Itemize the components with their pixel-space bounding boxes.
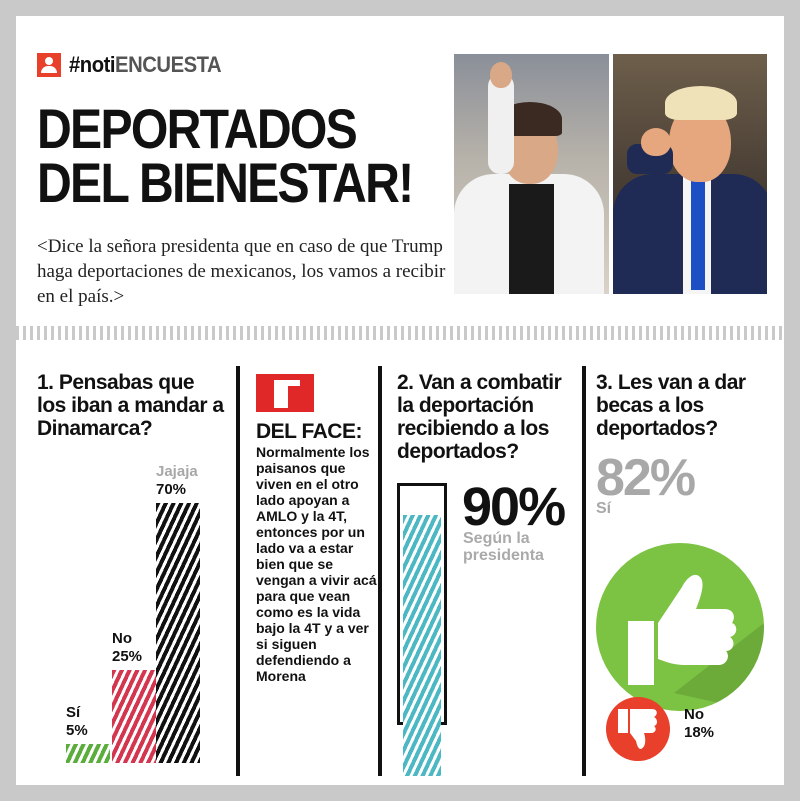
q1-bar-percent-label: 70% [156, 481, 187, 498]
thumbs-up-icon [596, 543, 764, 711]
q3-question: 3. Les van a dar becas a los deportados? [596, 371, 746, 440]
q3-yes-percent: 82% [596, 449, 696, 507]
headline: DEPORTADOS DEL BIENESTAR! [37, 97, 457, 214]
column-separator [236, 366, 240, 776]
q1-bar [66, 744, 110, 763]
face-body: Normalmente los paisanos que viven en el… [256, 444, 377, 684]
q1-bar-percent-label: 25% [112, 648, 143, 666]
q3-no-label: No [684, 706, 704, 723]
q1-question: 1. Pensabas que los iban a mandar a Dina… [37, 371, 224, 440]
headline-line-2: DEL BIENESTAR! [37, 151, 414, 214]
photo-left [454, 54, 609, 294]
q1-bar [112, 670, 156, 763]
q2-caption: Según la presidenta [463, 530, 544, 564]
q1-bar-option-label: Jajaja [156, 463, 198, 480]
q1-bar-percent-label: 5% [66, 722, 88, 740]
column-separator [378, 366, 382, 776]
q1-bar-option-label: No [112, 630, 132, 648]
q3-yes-label: Sí [596, 500, 612, 517]
q2-question: 2. Van a combatir la deportación recibie… [397, 371, 562, 463]
brand-hashtag: #notiENCUESTA [69, 52, 222, 77]
photo-collage [454, 54, 767, 294]
q1-bar [156, 503, 200, 763]
dotted-divider [16, 326, 784, 340]
brand: #notiENCUESTA [37, 52, 234, 78]
q2-bar [403, 515, 441, 776]
subtitle: <Dice la señora presidenta que en caso d… [37, 236, 446, 307]
headline-line-1: DEPORTADOS [37, 97, 358, 160]
facebook-icon [256, 374, 314, 412]
q2-percent: 90% [462, 477, 566, 537]
column-separator [582, 366, 586, 776]
q1-bar-option-label: Sí [66, 704, 81, 722]
infographic-card: #notiENCUESTA DEPORTADOS DEL BIENESTAR! … [16, 16, 784, 785]
q3-no-percent: 18% [684, 724, 715, 741]
photo-right [612, 54, 767, 294]
face-title: DEL FACE: [256, 420, 362, 443]
thumbs-down-icon [606, 697, 670, 761]
user-icon [37, 53, 61, 77]
